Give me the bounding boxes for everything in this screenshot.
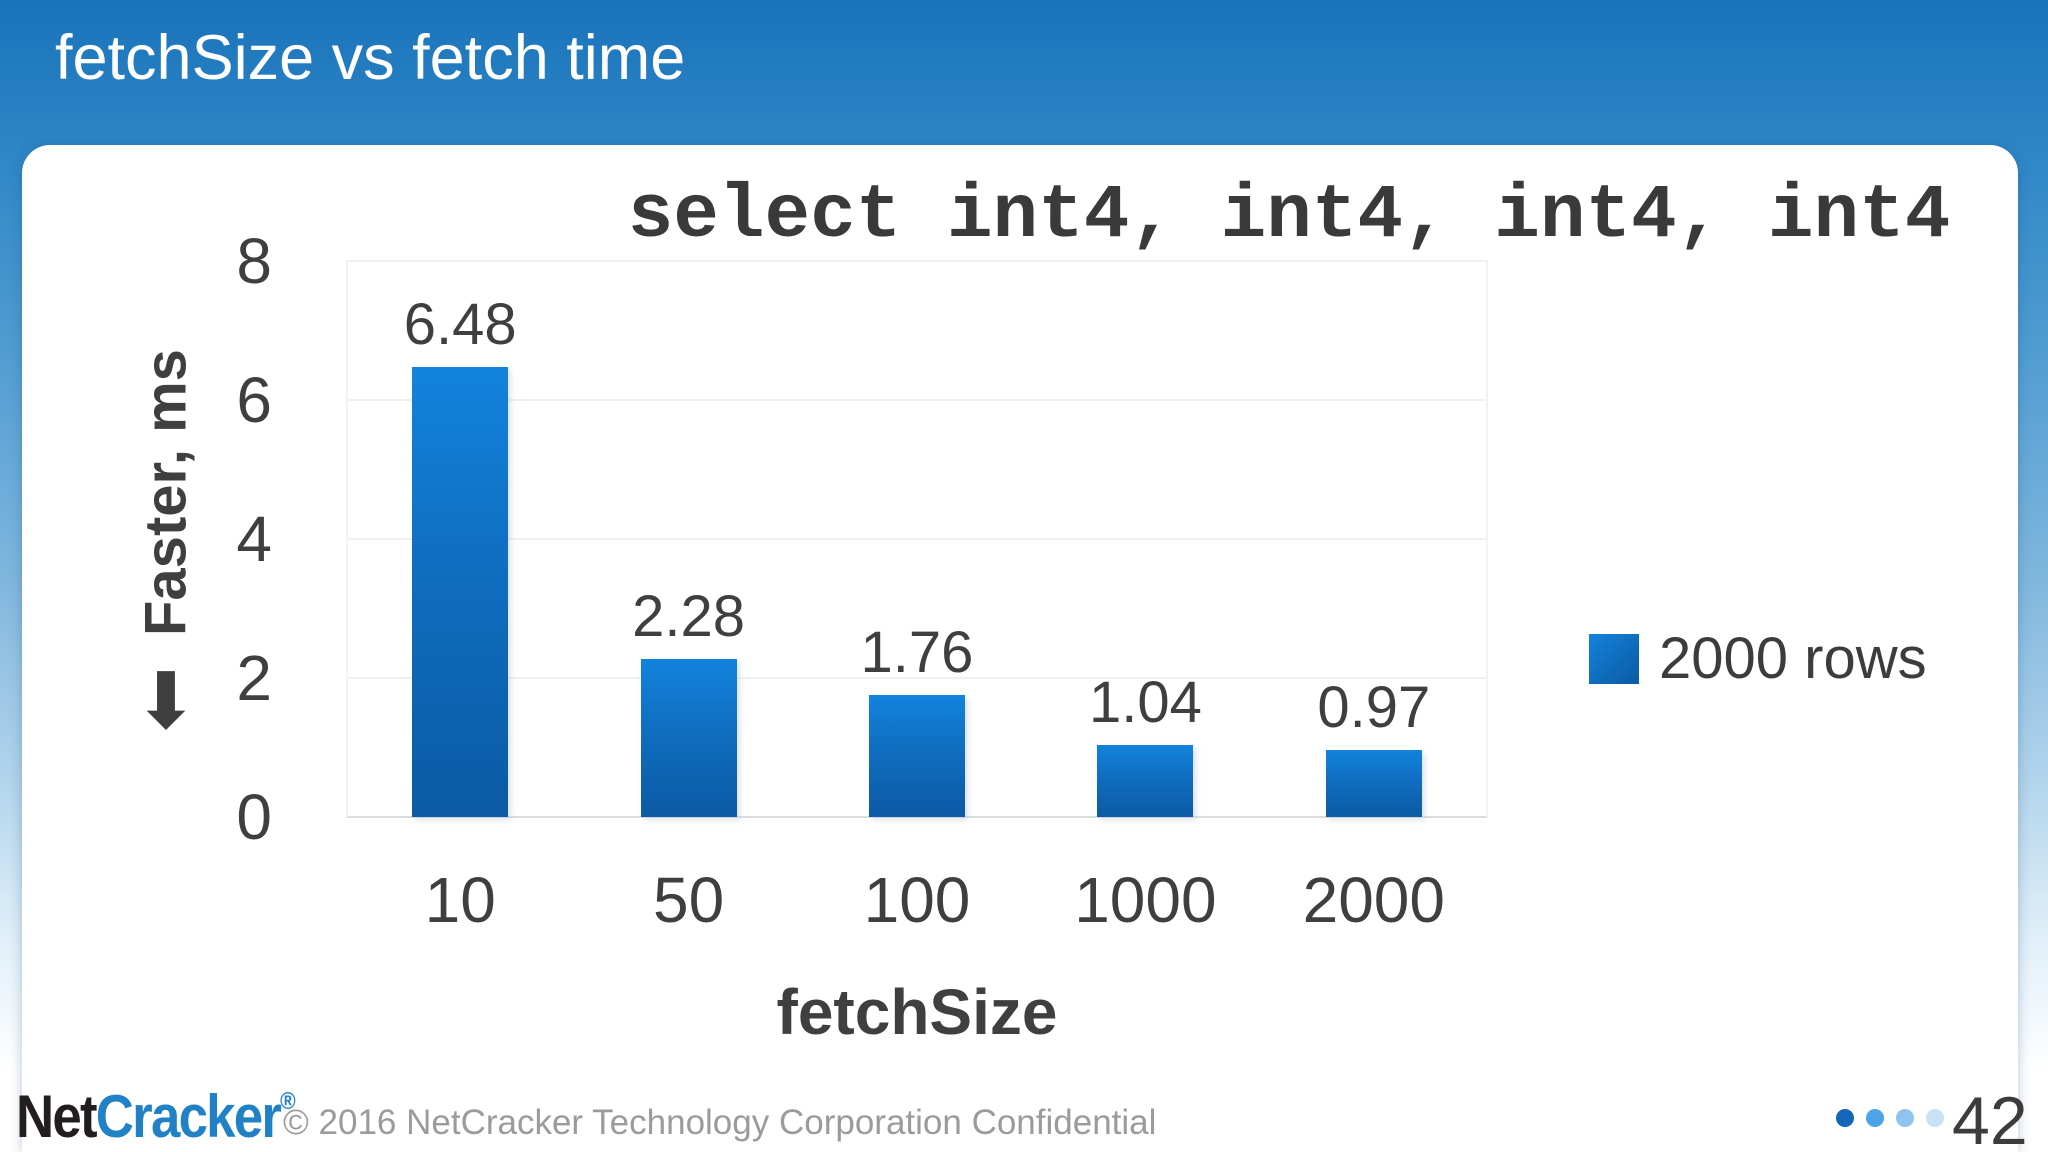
gridline bbox=[346, 538, 1488, 540]
pager-dots bbox=[1836, 1109, 1944, 1127]
bar bbox=[1097, 745, 1193, 817]
registered-trademark-icon: ® bbox=[280, 1088, 296, 1115]
bar-value-label: 6.48 bbox=[403, 292, 517, 357]
netcracker-logo: NetCracker® bbox=[16, 1082, 296, 1151]
x-axis-title: fetchSize bbox=[776, 976, 1058, 1048]
y-tick-label: 2 bbox=[236, 642, 272, 714]
gridline bbox=[346, 677, 1488, 679]
bar-value-label: 1.76 bbox=[860, 620, 974, 685]
chart-title: select int4, int4, int4, int4 bbox=[627, 173, 1951, 259]
x-tick-label: 1000 bbox=[1074, 864, 1217, 936]
bar bbox=[869, 695, 965, 817]
page-number: 42 bbox=[1952, 1083, 2028, 1152]
bar bbox=[412, 367, 508, 817]
pager-dot bbox=[1836, 1109, 1854, 1127]
y-tick-label: 8 bbox=[236, 225, 272, 297]
down-arrow-icon: ⬇ bbox=[133, 657, 199, 747]
y-tick-label: 4 bbox=[236, 503, 272, 575]
bar-value-label: 2.28 bbox=[632, 584, 746, 649]
x-tick-label: 100 bbox=[863, 864, 971, 936]
pager-dot bbox=[1866, 1109, 1884, 1127]
pager-dot bbox=[1896, 1109, 1914, 1127]
bar-value-label: 1.04 bbox=[1088, 670, 1202, 735]
y-axis: 0 2 4 6 8 bbox=[122, 225, 272, 853]
logo-net-text: Net bbox=[16, 1083, 98, 1150]
plot-border bbox=[346, 261, 348, 817]
plot-border bbox=[1486, 261, 1488, 817]
legend-swatch-icon bbox=[1589, 633, 1639, 684]
legend-label: 2000 rows bbox=[1659, 626, 1927, 691]
x-tick-label: 10 bbox=[424, 864, 496, 936]
y-tick-label: 0 bbox=[236, 781, 272, 853]
pager-dot bbox=[1926, 1109, 1944, 1127]
y-tick-label: 6 bbox=[236, 364, 272, 436]
bar bbox=[641, 659, 737, 817]
gridline bbox=[346, 260, 1488, 262]
content-panel: select int4, int4, int4, int4 Faster, ms… bbox=[22, 145, 2018, 1152]
slide-title: fetchSize vs fetch time bbox=[55, 23, 686, 93]
logo-cracker-text: Cracker bbox=[95, 1083, 282, 1150]
gridline bbox=[346, 399, 1488, 401]
legend: 2000 rows bbox=[1589, 625, 1927, 692]
bar bbox=[1326, 750, 1422, 817]
plot-area: 6.48 10 2.28 50 1.76 100 1.04 1000 0.97 2000 bbox=[346, 260, 1488, 936]
x-tick-label: 50 bbox=[653, 864, 725, 936]
bar-value-label: 0.97 bbox=[1317, 675, 1431, 740]
copyright-text: © 2016 NetCracker Technology Corporation… bbox=[283, 1103, 1157, 1142]
gridline bbox=[346, 816, 1488, 818]
x-tick-label: 2000 bbox=[1302, 864, 1445, 936]
